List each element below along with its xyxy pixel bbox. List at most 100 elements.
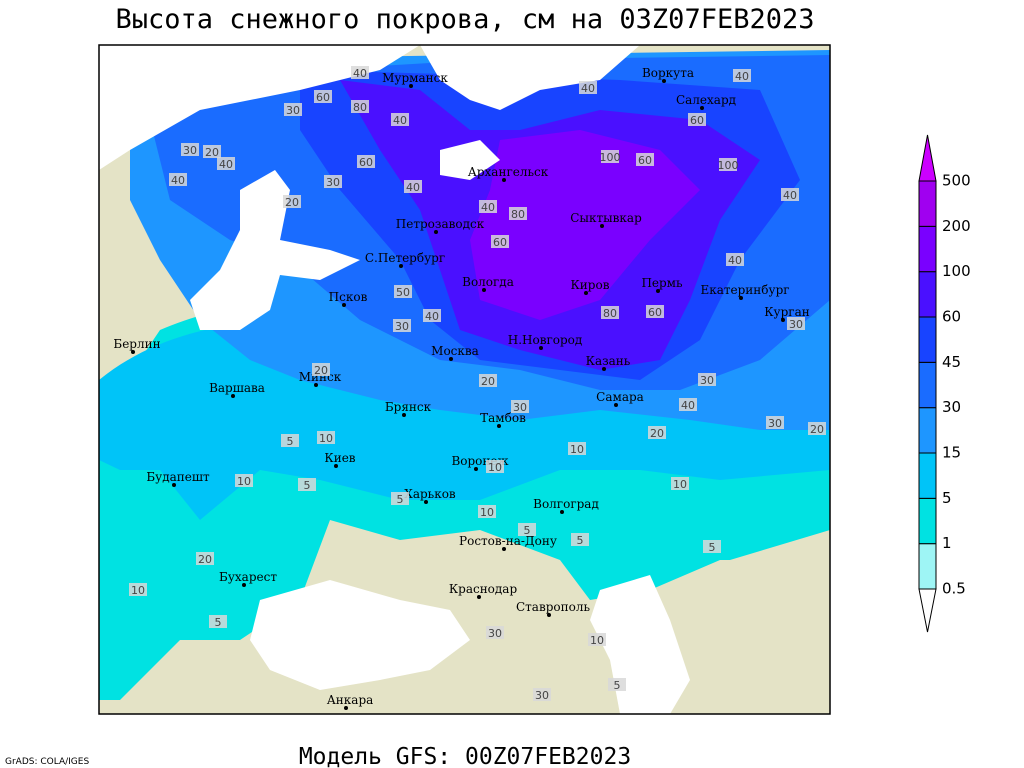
contour-label-box: [393, 319, 411, 332]
legend-label: 30: [942, 398, 961, 416]
city-dot: [242, 583, 246, 587]
contour-label-box: [588, 633, 606, 646]
contour-label-box: [235, 474, 253, 487]
contour-label: 30: [768, 417, 782, 430]
contour-label: 100: [718, 159, 739, 172]
city-label: Киев: [324, 451, 355, 465]
contour-label: 60: [493, 236, 507, 249]
city-label: Краснодар: [449, 582, 518, 596]
city-label: Екатеринбург: [700, 283, 789, 297]
city-dot: [560, 510, 564, 514]
city-dot: [424, 500, 428, 504]
contour-label-box: [636, 153, 654, 166]
contour-label: 80: [511, 208, 525, 221]
contour-label: 30: [513, 401, 527, 414]
contour-label-box: [568, 442, 586, 455]
contour-label-box: [688, 113, 706, 126]
contour-label: 10: [673, 478, 687, 491]
legend-box: [918, 225, 937, 273]
contour-label-box: [404, 180, 422, 193]
contour-label: 20: [481, 375, 495, 388]
legend-box: [918, 497, 937, 545]
legend-bottom-triangle: [918, 588, 937, 633]
contour-label-box: [324, 175, 342, 188]
contour-label: 40: [581, 82, 595, 95]
city-dot: [502, 178, 506, 182]
contour-label-box: [129, 583, 147, 596]
contour-label-box: [391, 492, 409, 505]
contour-label-box: [394, 285, 412, 298]
contour-label: 30: [326, 176, 340, 189]
map-frame: [98, 44, 831, 715]
contour-label: 40: [406, 181, 420, 194]
legend-box: [918, 543, 937, 590]
contour-label-box: [351, 66, 369, 79]
city-label: Салехард: [676, 93, 736, 107]
city-dot: [600, 224, 604, 228]
contour-label-box: [601, 306, 619, 319]
contour-label: 5: [397, 493, 404, 506]
contour-label: 80: [353, 101, 367, 114]
legend-label: 100: [942, 262, 971, 280]
legend-box: [918, 361, 937, 409]
city-label: Москва: [431, 344, 479, 358]
contour-label: 10: [480, 506, 494, 519]
city-dot: [131, 350, 135, 354]
contour-label: 30: [535, 689, 549, 702]
city-dot: [656, 289, 660, 293]
city-label: Харьков: [404, 487, 456, 501]
city-dot: [342, 303, 346, 307]
contour-label: 20: [650, 427, 664, 440]
city-label: Анкара: [327, 693, 374, 707]
contour-label: 40: [219, 158, 233, 171]
contour-label: 40: [481, 201, 495, 214]
city-dot: [614, 403, 618, 407]
city-dot: [402, 413, 406, 417]
city-label: Будапешт: [146, 470, 210, 484]
contour-label: 10: [590, 634, 604, 647]
contour-label-box: [181, 143, 199, 156]
contour-label: 5: [287, 435, 294, 448]
city-dot: [434, 230, 438, 234]
contour-label-box: [703, 540, 721, 553]
city-dot: [314, 383, 318, 387]
contour-label: 20: [198, 553, 212, 566]
contour-label: 5: [215, 616, 222, 629]
contour-label-box: [781, 188, 799, 201]
contour-label-box: [486, 626, 504, 639]
contour-label-box: [203, 145, 221, 158]
contour-label: 5: [614, 679, 621, 692]
city-dot: [449, 357, 453, 361]
city-label: Н.Новгород: [508, 333, 583, 347]
city-dot: [409, 84, 413, 88]
city-dot: [477, 595, 481, 599]
city-dot: [474, 467, 478, 471]
contour-label-box: [217, 157, 235, 170]
legend-box: [918, 452, 937, 499]
arctic-sea: [99, 45, 420, 170]
contour-label-box: [312, 363, 330, 376]
contour-label: 5: [304, 479, 311, 492]
contour-label-box: [351, 100, 369, 113]
contour-label: 20: [205, 146, 219, 159]
contour-label-box: [518, 523, 536, 536]
city-dot: [739, 296, 743, 300]
legend-label: 1: [942, 534, 952, 552]
contour-label: 40: [353, 67, 367, 80]
contour-label-box: [357, 155, 375, 168]
city-label: Воркута: [642, 66, 694, 80]
contour-label-layer: 4060804030402040306040203010010060404060…: [129, 66, 826, 702]
contour-label: 5: [524, 524, 531, 537]
legend-box: [918, 316, 937, 363]
contour-label-box: [679, 398, 697, 411]
barents-sea: [420, 45, 640, 110]
contour-label: 5: [709, 541, 716, 554]
contour-label: 60: [648, 306, 662, 319]
contour-label: 10: [488, 461, 502, 474]
contour-label-box: [646, 305, 664, 318]
contour-label: 60: [690, 114, 704, 127]
contour-label: 30: [286, 104, 300, 117]
contour-label: 30: [488, 627, 502, 640]
baltic-sea: [190, 170, 360, 330]
